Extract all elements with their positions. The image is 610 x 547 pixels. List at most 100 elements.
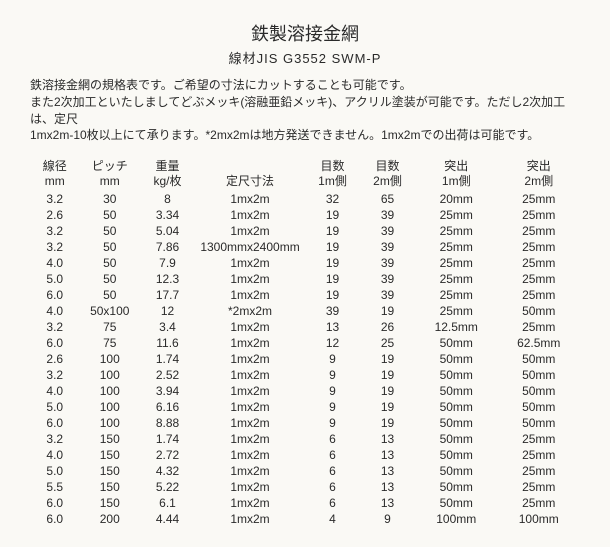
cell-pro2m: 50mm (498, 367, 581, 383)
cell-weight: 5.22 (140, 479, 195, 495)
cell-mesh1m: 19 (305, 207, 360, 223)
cell-pro1m: 25mm (415, 255, 498, 271)
cell-pro2m: 25mm (498, 287, 581, 303)
cell-mesh1m: 6 (305, 495, 360, 511)
table-row: 6.02004.441mx2m49100mm100mm (30, 511, 580, 527)
cell-weight: 12 (140, 303, 195, 319)
cell-mesh2m: 39 (360, 239, 415, 255)
cell-mesh2m: 19 (360, 383, 415, 399)
cell-pitch: 200 (80, 511, 141, 527)
description-line: また2次加工といたしましてどぶメッキ(溶融亜鉛メッキ)、アクリル塗装が可能です。… (30, 94, 580, 128)
cell-mesh2m: 13 (360, 479, 415, 495)
cell-mesh2m: 19 (360, 367, 415, 383)
cell-mesh1m: 6 (305, 431, 360, 447)
cell-wire: 4.0 (30, 255, 80, 271)
cell-mesh2m: 19 (360, 415, 415, 431)
cell-pitch: 100 (80, 399, 141, 415)
cell-mesh1m: 19 (305, 239, 360, 255)
cell-wire: 6.0 (30, 335, 80, 351)
table-row: 4.01502.721mx2m61350mm25mm (30, 447, 580, 463)
cell-size: 1mx2m (195, 463, 305, 479)
cell-size: 1mx2m (195, 415, 305, 431)
cell-pro2m: 50mm (498, 415, 581, 431)
cell-pro1m: 50mm (415, 351, 498, 367)
header-pro2m: 突出2m側 (498, 156, 581, 191)
cell-mesh2m: 39 (360, 255, 415, 271)
cell-size: 1mx2m (195, 207, 305, 223)
header-pitch: ピッチmm (80, 156, 141, 191)
cell-weight: 11.6 (140, 335, 195, 351)
cell-mesh2m: 13 (360, 495, 415, 511)
cell-pro2m: 25mm (498, 223, 581, 239)
cell-mesh2m: 19 (360, 303, 415, 319)
cell-mesh2m: 65 (360, 191, 415, 207)
cell-size: 1mx2m (195, 271, 305, 287)
cell-size: 1mx2m (195, 367, 305, 383)
table-row: 4.0507.91mx2m193925mm25mm (30, 255, 580, 271)
header-mesh1m: 目数1m側 (305, 156, 360, 191)
cell-weight: 2.52 (140, 367, 195, 383)
cell-size: 1mx2m (195, 399, 305, 415)
cell-size: 1mx2m (195, 223, 305, 239)
cell-wire: 4.0 (30, 303, 80, 319)
table-row: 5.01006.161mx2m91950mm50mm (30, 399, 580, 415)
cell-pro2m: 25mm (498, 207, 581, 223)
cell-pitch: 100 (80, 383, 141, 399)
cell-mesh1m: 6 (305, 463, 360, 479)
cell-pro2m: 25mm (498, 495, 581, 511)
cell-pro2m: 25mm (498, 239, 581, 255)
cell-weight: 7.86 (140, 239, 195, 255)
cell-pro1m: 25mm (415, 223, 498, 239)
cell-pitch: 150 (80, 463, 141, 479)
cell-mesh2m: 39 (360, 287, 415, 303)
cell-pro1m: 50mm (415, 383, 498, 399)
cell-mesh2m: 26 (360, 319, 415, 335)
cell-pro2m: 25mm (498, 319, 581, 335)
cell-pitch: 150 (80, 479, 141, 495)
cell-pitch: 75 (80, 319, 141, 335)
cell-wire: 3.2 (30, 319, 80, 335)
cell-pro1m: 100mm (415, 511, 498, 527)
cell-size: 1mx2m (195, 255, 305, 271)
cell-wire: 6.0 (30, 495, 80, 511)
table-row: 4.01003.941mx2m91950mm50mm (30, 383, 580, 399)
cell-pitch: 100 (80, 415, 141, 431)
cell-mesh2m: 39 (360, 223, 415, 239)
header-size: 定尺寸法 (195, 156, 305, 191)
cell-size: 1mx2m (195, 479, 305, 495)
cell-pitch: 50 (80, 271, 141, 287)
cell-weight: 6.16 (140, 399, 195, 415)
cell-mesh1m: 19 (305, 255, 360, 271)
table-row: 5.05012.31mx2m193925mm25mm (30, 271, 580, 287)
cell-pitch: 50 (80, 239, 141, 255)
cell-pro1m: 50mm (415, 367, 498, 383)
description-block: 鉄溶接金網の規格表です。ご希望の寸法にカットすることも可能です。 また2次加工と… (30, 77, 580, 144)
header-pro1m: 突出1m側 (415, 156, 498, 191)
cell-pro1m: 25mm (415, 271, 498, 287)
table-row: 3.21501.741mx2m61350mm25mm (30, 431, 580, 447)
cell-size: 1mx2m (195, 383, 305, 399)
table-row: 3.2505.041mx2m193925mm25mm (30, 223, 580, 239)
cell-wire: 4.0 (30, 383, 80, 399)
table-row: 3.23081mx2m326520mm25mm (30, 191, 580, 207)
description-line: 鉄溶接金網の規格表です。ご希望の寸法にカットすることも可能です。 (30, 77, 580, 94)
cell-mesh2m: 19 (360, 399, 415, 415)
cell-mesh1m: 4 (305, 511, 360, 527)
cell-size: 1mx2m (195, 351, 305, 367)
cell-weight: 7.9 (140, 255, 195, 271)
cell-mesh1m: 6 (305, 479, 360, 495)
cell-pro2m: 25mm (498, 479, 581, 495)
cell-pro1m: 50mm (415, 447, 498, 463)
cell-pro1m: 50mm (415, 335, 498, 351)
cell-weight: 1.74 (140, 351, 195, 367)
cell-mesh2m: 25 (360, 335, 415, 351)
cell-weight: 8 (140, 191, 195, 207)
cell-size: *2mx2m (195, 303, 305, 319)
table-row: 6.05017.71mx2m193925mm25mm (30, 287, 580, 303)
cell-mesh1m: 39 (305, 303, 360, 319)
cell-mesh1m: 9 (305, 383, 360, 399)
cell-weight: 5.04 (140, 223, 195, 239)
cell-size: 1mx2m (195, 511, 305, 527)
cell-mesh2m: 19 (360, 351, 415, 367)
table-row: 2.6503.341mx2m193925mm25mm (30, 207, 580, 223)
